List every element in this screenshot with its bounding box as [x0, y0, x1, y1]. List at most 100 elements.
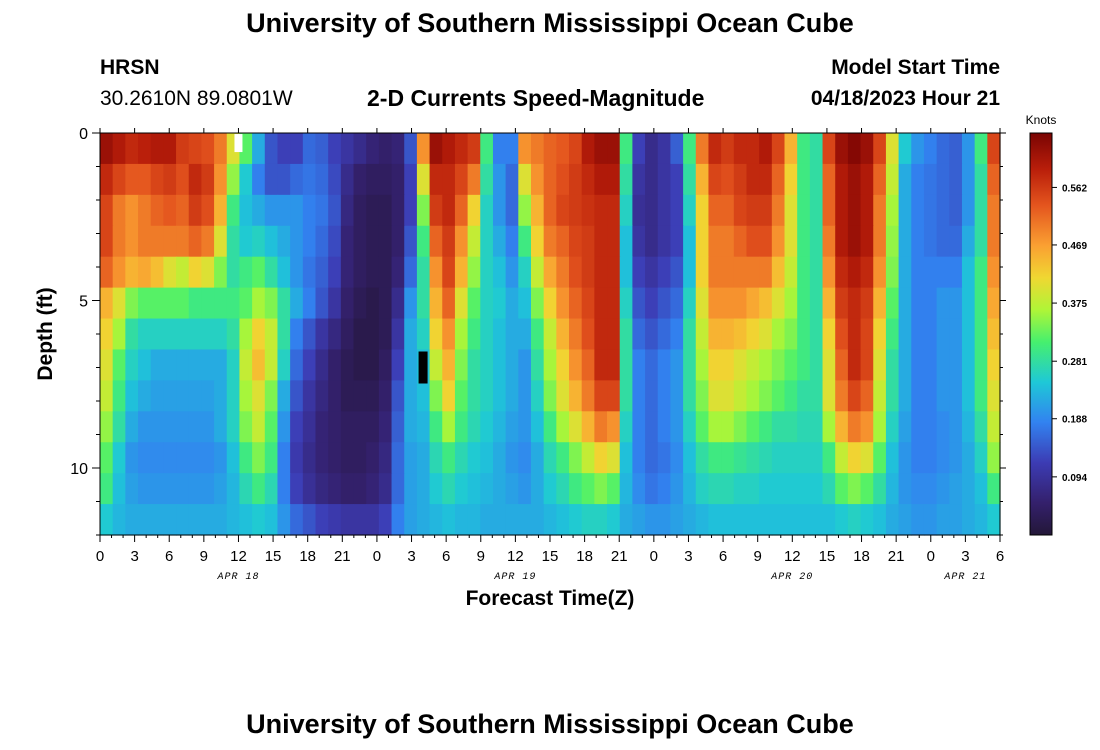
heatmap-cell: [632, 380, 646, 412]
heatmap-cell: [214, 349, 228, 381]
heatmap-cell: [569, 504, 583, 536]
heatmap-cell: [632, 163, 646, 196]
heatmap-cell: [125, 318, 139, 351]
heatmap-cell: [353, 473, 367, 505]
heatmap-cell: [176, 256, 190, 289]
heatmap-cell: [353, 194, 367, 227]
heatmap-cell: [695, 287, 710, 320]
heatmap-cell: [492, 411, 507, 443]
heatmap-cell: [543, 256, 557, 289]
heatmap-cell: [480, 504, 494, 536]
heatmap-cell: [467, 287, 481, 320]
heatmap-cell: [480, 318, 494, 351]
heatmap-cell: [556, 442, 570, 474]
heatmap-cell: [442, 473, 456, 505]
heatmap-cell: [607, 194, 621, 227]
heatmap-cell: [619, 225, 633, 258]
heatmap-cell: [404, 194, 418, 227]
heatmap-cell: [594, 163, 608, 196]
heatmap-cell: [404, 287, 418, 320]
heatmap-cell: [378, 287, 393, 320]
heatmap-cell: [366, 194, 380, 227]
heatmap-cell: [670, 504, 684, 536]
x-tick-label: 15: [819, 548, 836, 565]
heatmap-cell: [708, 442, 722, 474]
heatmap-cell: [214, 163, 228, 196]
heatmap-cell: [505, 163, 519, 196]
heatmap-cell: [594, 256, 608, 289]
heatmap-cell: [885, 256, 900, 289]
heatmap-cell: [822, 504, 836, 536]
heatmap-cell: [277, 411, 291, 443]
heatmap-cell: [150, 411, 164, 443]
heatmap-cell: [771, 442, 786, 474]
heatmap-cell: [733, 318, 748, 351]
heatmap-cell: [797, 380, 811, 412]
heatmap-cell: [911, 256, 925, 289]
heatmap-cell: [150, 318, 164, 351]
heatmap-cell: [543, 380, 557, 412]
heatmap-cell: [885, 442, 900, 474]
heatmap-cell: [898, 194, 912, 227]
heatmap-cell: [125, 442, 139, 474]
heatmap-cell: [721, 163, 735, 196]
heatmap-cell: [746, 163, 760, 196]
heatmap-cell: [138, 133, 152, 165]
heatmap-cell: [530, 163, 545, 196]
model-start-value: 04/18/2023 Hour 21: [810, 87, 1000, 110]
heatmap-cell: [429, 287, 443, 320]
heatmap-cell: [112, 380, 126, 412]
heatmap-cell: [277, 318, 291, 351]
heatmap-cell: [974, 163, 988, 196]
heatmap-cell: [771, 349, 786, 381]
heatmap-cell: [569, 411, 583, 443]
heatmap-cell: [569, 287, 583, 320]
heatmap-cell: [657, 256, 672, 289]
heatmap-cell: [328, 349, 342, 381]
heatmap-cell: [201, 256, 215, 289]
heatmap-cell: [721, 194, 735, 227]
heatmap-cell: [480, 349, 494, 381]
heatmap-cell: [569, 194, 583, 227]
heatmap-cell: [695, 504, 710, 536]
heatmap-cell: [328, 225, 342, 258]
heatmap-cell: [239, 256, 253, 289]
heatmap-cell: [746, 442, 760, 474]
heatmap-cell: [290, 380, 304, 412]
heatmap-cell: [949, 318, 963, 351]
heatmap-cell: [708, 163, 722, 196]
heatmap-cell: [721, 411, 735, 443]
heatmap-cell: [733, 442, 748, 474]
heatmap-cell: [847, 442, 862, 474]
heatmap-cell: [961, 163, 976, 196]
heatmap-cell: [936, 380, 950, 412]
heatmap-cell: [543, 473, 557, 505]
heatmap-cell: [404, 318, 418, 351]
heatmap-cell: [784, 287, 798, 320]
heatmap-cell: [594, 473, 608, 505]
heatmap-cell: [784, 473, 798, 505]
heatmap-cell: [987, 318, 1001, 351]
heatmap-cell: [607, 473, 621, 505]
heatmap-cell: [138, 442, 152, 474]
heatmap-cell: [695, 442, 710, 474]
heatmap-cell: [721, 133, 735, 165]
heatmap-cell: [492, 318, 507, 351]
heatmap-cell: [645, 504, 659, 536]
heatmap-cell: [391, 380, 405, 412]
heatmap-cell: [885, 225, 900, 258]
heatmap-cell: [949, 411, 963, 443]
heatmap-cell: [632, 473, 646, 505]
heatmap-cell: [467, 473, 481, 505]
heatmap-cell: [505, 380, 519, 412]
heatmap-cell: [429, 504, 443, 536]
heatmap-cell: [214, 256, 228, 289]
heatmap-cell: [923, 318, 938, 351]
x-tick-label: 3: [407, 548, 415, 565]
heatmap-cell: [885, 194, 900, 227]
heatmap-cell: [290, 256, 304, 289]
heatmap-cell: [239, 133, 253, 165]
heatmap-cell: [100, 163, 114, 196]
heatmap-cell: [378, 473, 393, 505]
heatmap-cell: [607, 133, 621, 165]
